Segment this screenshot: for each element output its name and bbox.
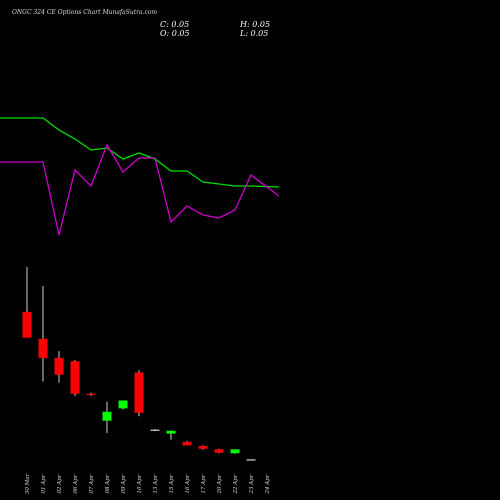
candle-body <box>198 445 208 449</box>
candle-body <box>38 338 48 358</box>
candle-02-apr <box>54 351 64 383</box>
x-tick-label: 30 Mar <box>25 473 31 494</box>
x-tick-label: 08 Apr <box>105 474 111 493</box>
candle-body <box>150 429 160 431</box>
moving-average-lines <box>0 117 280 236</box>
x-tick-label: 13 Apr <box>153 474 159 493</box>
candle-body <box>246 459 256 461</box>
candle-01-apr <box>38 286 48 382</box>
candle-body <box>214 449 224 453</box>
candle-body <box>102 411 112 421</box>
candle-15-apr <box>166 430 176 440</box>
x-tick-label: 01 Apr <box>41 474 47 493</box>
candle-body <box>134 372 144 413</box>
candle-body <box>54 357 64 375</box>
chart-title: ONGC 324 CE Options Chart MunafaSutra.co… <box>12 9 157 16</box>
low-readout: L: 0.05 <box>239 29 268 38</box>
x-tick-label: 10 Apr <box>137 474 143 493</box>
x-axis-tick-labels: 30 Mar 01 Apr 02 Apr 06 Apr 07 Apr 08 Apr 09 A… <box>25 473 271 494</box>
candle-body <box>22 311 32 338</box>
candle-22-apr <box>230 449 240 454</box>
x-tick-label: 09 Apr <box>121 474 127 493</box>
x-tick-label: 07 Apr <box>89 474 95 493</box>
candle-30-mar <box>22 266 32 338</box>
ma-magenta-line <box>0 143 280 236</box>
x-tick-label: 23 Apr <box>249 474 255 494</box>
candle-07-apr <box>86 392 96 397</box>
open-readout: O: 0.05 <box>160 29 190 38</box>
ma-green-line <box>0 117 280 188</box>
candle-06-apr <box>70 360 80 397</box>
candle-16-apr <box>182 440 192 446</box>
x-tick-label: 20 Apr <box>217 474 223 494</box>
x-tick-label: 16 Apr <box>185 474 191 493</box>
candle-08-apr <box>102 401 112 434</box>
x-tick-label: 24 Apr <box>265 474 271 494</box>
candle-body <box>166 430 176 434</box>
x-tick-label: 17 Apr <box>201 474 207 493</box>
candle-17-apr <box>198 445 208 450</box>
x-tick-label: 15 Apr <box>169 474 175 493</box>
x-tick-label: 02 Apr <box>57 474 63 493</box>
candle-13-apr <box>150 429 160 431</box>
high-readout: H: 0.05 <box>239 20 270 29</box>
candle-10-apr <box>134 370 144 417</box>
candle-09-apr <box>118 400 128 410</box>
candle-body <box>182 442 192 446</box>
candle-body <box>118 400 128 409</box>
candle-body <box>70 361 80 394</box>
candlestick-series <box>22 266 256 461</box>
close-readout: C: 0.05 <box>160 20 189 29</box>
candle-20-apr <box>214 448 224 454</box>
candle-23-apr <box>246 459 256 461</box>
x-tick-label: 22 Apr <box>233 474 239 494</box>
candle-body <box>86 393 96 395</box>
x-tick-label: 06 Apr <box>73 474 79 493</box>
candle-body <box>230 449 240 454</box>
